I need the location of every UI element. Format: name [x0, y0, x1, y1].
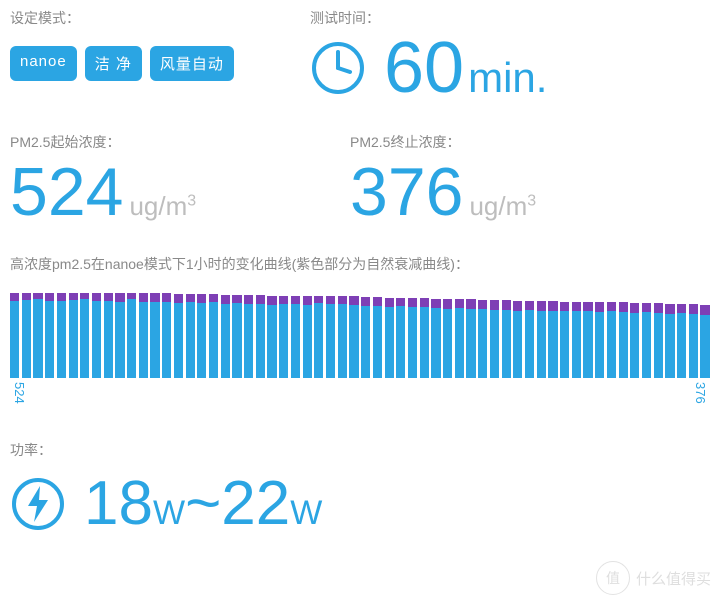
chart-bar: [420, 298, 429, 378]
pm-end-value: 376 ug/m3: [350, 158, 711, 226]
chart-bar: [572, 302, 581, 379]
chart-bar: [326, 296, 335, 378]
test-time-label: 测试时间：: [310, 8, 711, 28]
chart-bar: [537, 301, 546, 378]
chart-bar: [665, 304, 674, 378]
chart-bar: [595, 302, 604, 378]
chart-bar: [162, 293, 171, 378]
chart-bar: [22, 293, 31, 378]
watermark: 值 什么值得买: [596, 561, 711, 595]
mode-badges: nanoe洁 净风量自动: [10, 46, 310, 81]
chart-bar: [385, 298, 394, 378]
chart-bar: [232, 295, 241, 378]
chart-bar: [619, 302, 628, 378]
chart-bar: [314, 296, 323, 378]
clock-icon: [310, 40, 366, 96]
chart-bar: [431, 299, 440, 378]
mode-label: 设定模式：: [10, 8, 310, 28]
power-label: 功率：: [10, 440, 711, 460]
chart-bar: [349, 296, 358, 378]
chart-bar: [502, 300, 511, 378]
chart-bar: [654, 303, 663, 378]
chart-bar: [150, 293, 159, 378]
chart-bar: [583, 302, 592, 378]
chart-bar: [303, 296, 312, 378]
chart-bar: [689, 304, 698, 378]
chart-bar: [186, 294, 195, 378]
chart-bar: [279, 296, 288, 378]
chart-bar: [642, 303, 651, 378]
chart-bar: [33, 293, 42, 378]
chart-bar: [361, 297, 370, 378]
pm-start-label: PM2.5起始浓度：: [10, 132, 350, 152]
chart-bar: [267, 296, 276, 378]
time-value: 60 min.: [384, 32, 547, 104]
chart-bar: [80, 293, 89, 378]
chart-bar: [244, 295, 253, 378]
chart-bar: [408, 298, 417, 378]
chart-bar: [57, 293, 66, 378]
chart-bar: [45, 293, 54, 378]
axis-end-label: 376: [693, 382, 708, 404]
chart-bar: [677, 304, 686, 378]
chart-bar: [127, 293, 136, 378]
bolt-icon: [10, 476, 66, 532]
chart-bar: [69, 293, 78, 378]
chart-bar: [291, 296, 300, 378]
chart-bar: [466, 299, 475, 378]
chart-bar: [630, 303, 639, 378]
chart-bar: [92, 293, 101, 378]
chart-bar: [197, 294, 206, 378]
chart-bar: [490, 300, 499, 378]
chart-bar: [560, 302, 569, 378]
chart-bar: [373, 297, 382, 378]
chart-bar: [478, 300, 487, 378]
chart-bar: [396, 298, 405, 378]
pm-end-label: PM2.5终止浓度：: [350, 132, 711, 152]
chart-bar: [548, 301, 557, 378]
chart-bar: [10, 293, 19, 378]
pm25-bar-chart: [10, 288, 710, 378]
mode-badge: 风量自动: [150, 46, 234, 81]
chart-bar: [104, 293, 113, 378]
pm-start-value: 524 ug/m3: [10, 158, 350, 226]
chart-bar: [115, 293, 124, 378]
mode-badge: 洁 净: [85, 46, 142, 81]
power-value: 18W~22W: [84, 468, 322, 539]
chart-bar: [607, 302, 616, 378]
chart-bar: [525, 301, 534, 378]
chart-label: 高浓度pm2.5在nanoe模式下1小时的变化曲线(紫色部分为自然衰减曲线)：: [10, 254, 711, 274]
chart-bar: [700, 305, 709, 378]
chart-bar: [455, 299, 464, 378]
chart-bar: [174, 294, 183, 378]
chart-bar: [443, 299, 452, 378]
chart-bar: [513, 301, 522, 378]
chart-bar: [221, 295, 230, 378]
chart-bar: [256, 295, 265, 378]
mode-badge: nanoe: [10, 46, 77, 81]
axis-start-label: 524: [12, 382, 27, 404]
chart-bar: [209, 294, 218, 378]
chart-bar: [338, 296, 347, 378]
chart-bar: [139, 293, 148, 378]
